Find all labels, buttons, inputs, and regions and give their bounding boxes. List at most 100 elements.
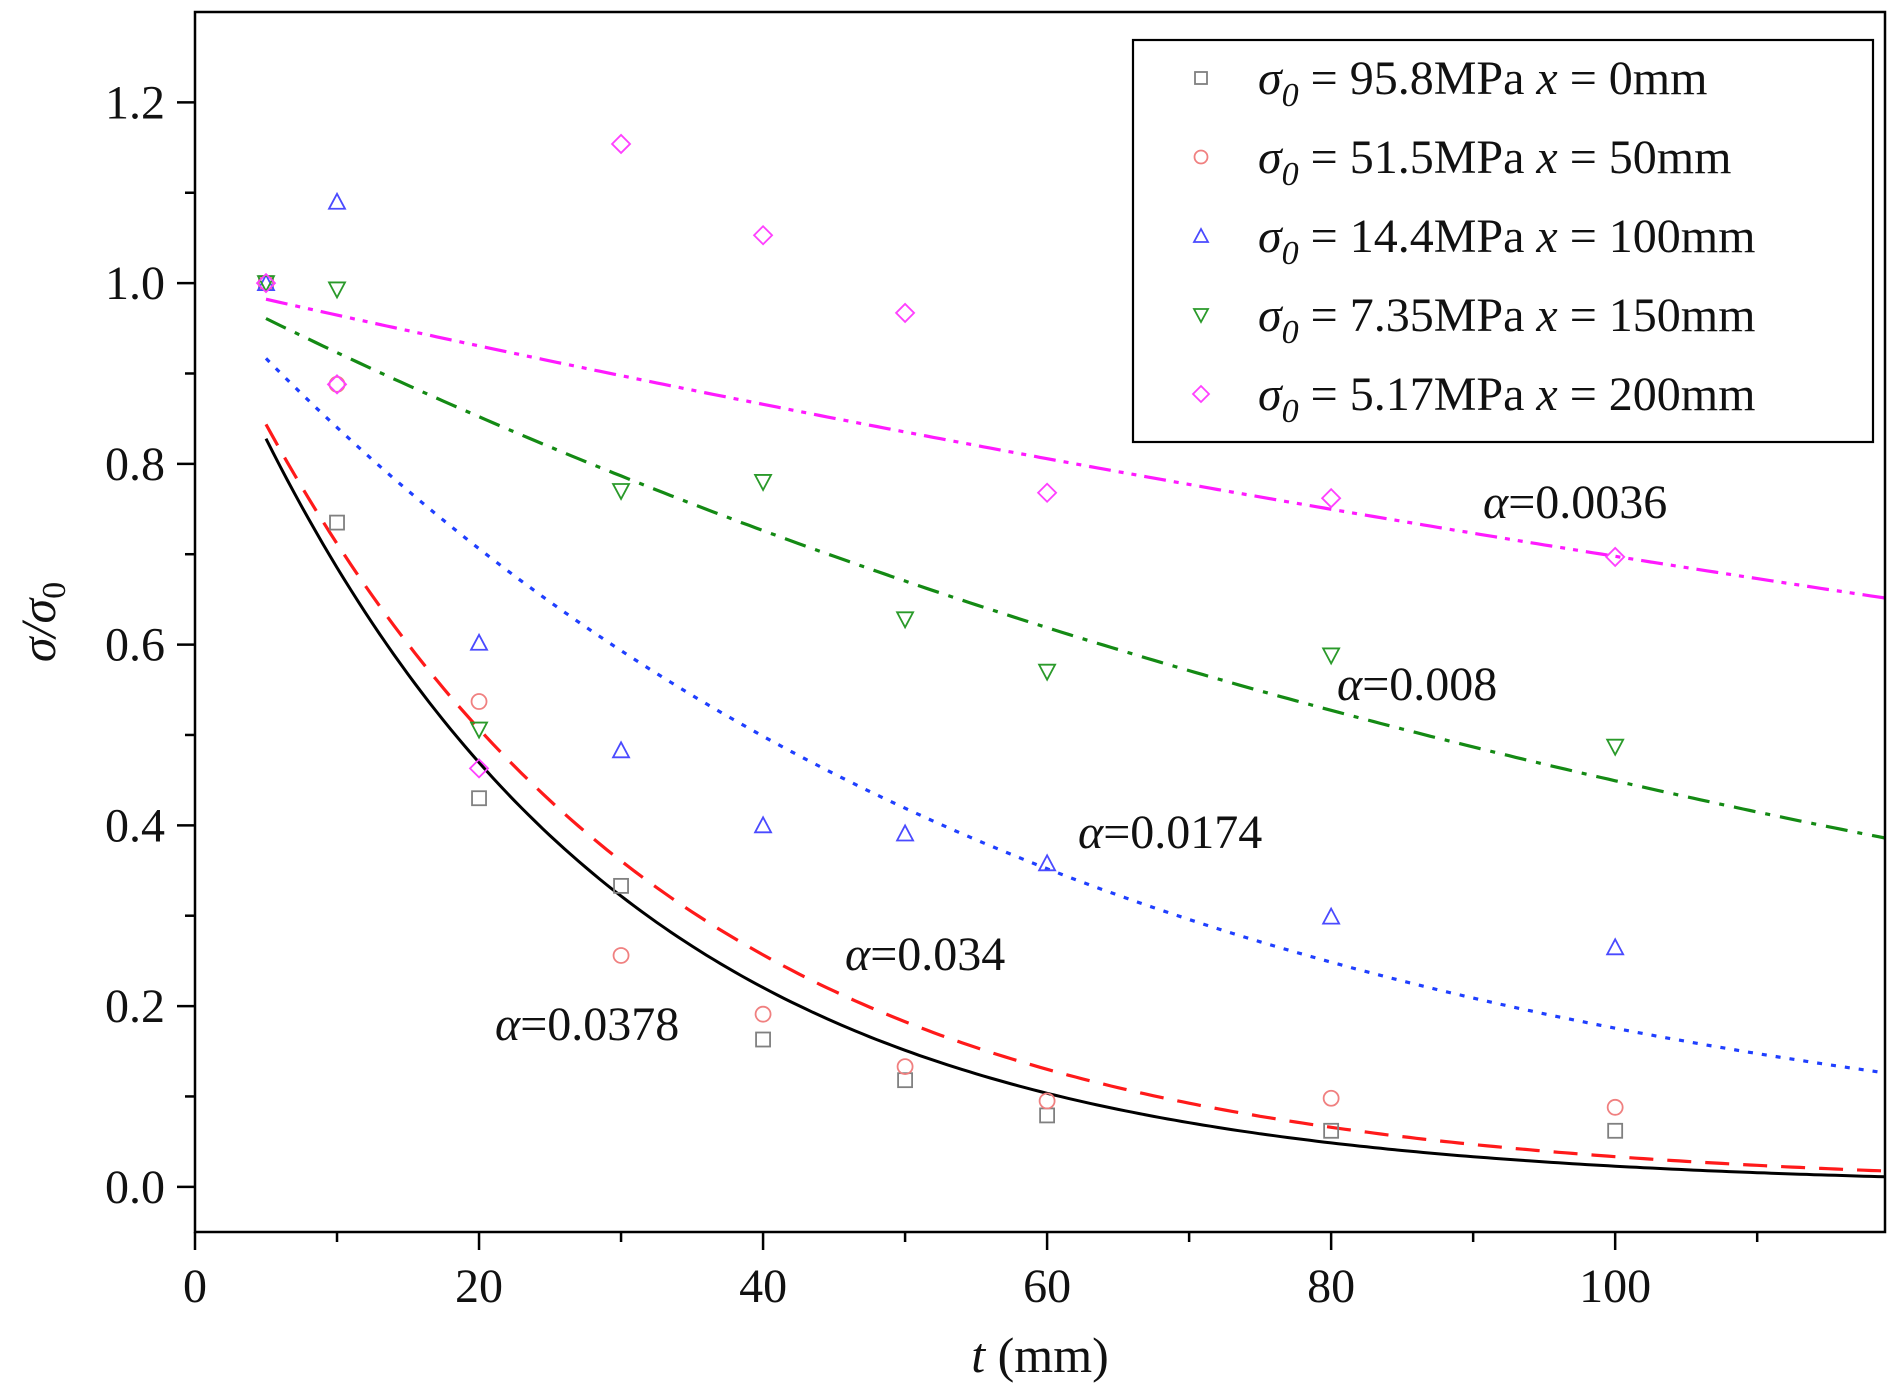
data-point	[471, 790, 487, 807]
data-point	[752, 224, 774, 246]
series-1	[257, 274, 1624, 1116]
data-point	[326, 374, 348, 395]
data-point	[611, 740, 631, 759]
data-point	[327, 281, 347, 300]
fit-curve-3	[265, 317, 1886, 840]
alpha-symbol: α	[495, 998, 521, 1051]
data-point	[469, 632, 489, 651]
data-point	[256, 275, 276, 294]
x-axis-title: t (mm)	[971, 1327, 1109, 1383]
y-tick-label: 0.2	[105, 980, 165, 1033]
x-tick-label: 0	[183, 1260, 207, 1313]
series-4	[255, 133, 1626, 779]
data-point	[328, 375, 346, 393]
legend-label: σ0 = 5.17MPa x = 200mm	[1258, 368, 1755, 430]
x-tick-label: 100	[1579, 1260, 1651, 1313]
data-point	[753, 815, 773, 834]
data-point	[469, 721, 489, 740]
x-axis-var: t	[971, 1327, 986, 1383]
axis-ticks: 0 20 40 60 80 100 0.0 0.2 0.4 0.6 0.8 1.0 1.2	[105, 76, 1759, 1313]
data-point	[327, 191, 347, 210]
y-tick-label: 0.6	[105, 619, 165, 672]
legend-entry: σ0 = 5.17MPa x = 200mm	[1191, 368, 1755, 430]
data-point	[1605, 937, 1625, 956]
legend-label: σ0 = 14.4MPa x = 100mm	[1258, 210, 1755, 272]
data-point	[610, 133, 632, 155]
x-tick-label: 20	[455, 1260, 503, 1313]
y-tick-label: 0.8	[105, 438, 165, 491]
fit-label-2: α=0.0174	[1078, 806, 1262, 859]
fit-label-0: α=0.0378	[495, 998, 679, 1051]
data-point	[611, 483, 631, 501]
data-point	[895, 823, 915, 842]
data-point	[1605, 738, 1625, 757]
alpha-value: =0.0378	[520, 998, 679, 1051]
plot-frame	[193, 10, 1887, 1234]
data-points	[255, 133, 1626, 1139]
data-point	[470, 693, 488, 710]
data-point	[1321, 647, 1341, 666]
data-point	[1038, 1092, 1056, 1110]
legend-entry: σ0 = 95.8MPa x = 0mm	[1194, 52, 1707, 114]
y-tick-label: 0.0	[105, 1161, 165, 1214]
data-point	[1320, 487, 1342, 509]
legend-marker	[1193, 149, 1209, 165]
legend-label: σ0 = 51.5MPa x = 50mm	[1258, 131, 1731, 193]
y-axis-title: σ/σ0	[10, 582, 73, 662]
legend-marker	[1192, 227, 1210, 243]
data-point	[897, 1072, 913, 1089]
data-point	[329, 514, 345, 531]
fit-curve-1	[264, 423, 1886, 1173]
legend-marker	[1192, 308, 1210, 324]
series-0	[258, 275, 1624, 1139]
data-point	[1322, 1089, 1340, 1107]
legend-label: σ0 = 95.8MPa x = 0mm	[1258, 52, 1707, 114]
x-tick-label: 60	[1023, 1260, 1071, 1313]
data-point	[894, 302, 916, 324]
legend: σ0 = 95.8MPa x = 0mm σ0 = 51.5MPa x = 50m…	[1131, 38, 1875, 444]
x-tick-label: 80	[1307, 1260, 1355, 1313]
legend-marker	[1191, 384, 1211, 404]
alpha-value: =0.034	[870, 928, 1005, 981]
y-tick-label: 1.0	[105, 257, 165, 310]
data-point	[754, 1005, 772, 1023]
data-point	[468, 758, 490, 779]
data-point	[1606, 1098, 1624, 1116]
data-point	[895, 611, 915, 630]
data-point	[896, 1058, 914, 1076]
legend-marker	[1194, 71, 1208, 85]
x-tick-label: 40	[739, 1260, 787, 1313]
alpha-symbol: α	[845, 928, 871, 981]
data-point	[1037, 853, 1057, 872]
alpha-value: =0.0036	[1508, 476, 1667, 529]
x-axis-unit: (mm)	[985, 1327, 1109, 1383]
legend-entry: σ0 = 51.5MPa x = 50mm	[1193, 131, 1731, 193]
y-tick-label: 0.4	[105, 799, 165, 852]
fit-label-3: α=0.008	[1337, 658, 1497, 711]
legend-entry: σ0 = 7.35MPa x = 150mm	[1192, 289, 1755, 351]
alpha-symbol: α	[1337, 658, 1363, 711]
fit-curve-2	[264, 357, 1886, 1075]
data-point	[255, 272, 277, 294]
fit-curve-0	[264, 438, 1886, 1179]
data-point	[1037, 663, 1057, 682]
alpha-symbol: α	[1483, 476, 1509, 529]
data-point	[613, 877, 629, 894]
data-point	[1607, 1122, 1624, 1139]
fit-curves	[264, 297, 1886, 1179]
legend-entry: σ0 = 14.4MPa x = 100mm	[1192, 210, 1755, 272]
legend-label: σ0 = 7.35MPa x = 150mm	[1258, 289, 1755, 351]
data-point	[1321, 906, 1341, 925]
data-point	[753, 474, 773, 492]
data-point	[1039, 1107, 1056, 1124]
alpha-value: =0.0174	[1103, 806, 1262, 859]
y-tick-label: 1.2	[105, 76, 165, 129]
alpha-value: =0.008	[1362, 658, 1497, 711]
series-3	[256, 275, 1625, 757]
data-point	[755, 1031, 771, 1048]
fit-label-1: α=0.034	[845, 928, 1005, 981]
alpha-symbol: α	[1078, 806, 1104, 859]
data-point	[1323, 1122, 1340, 1139]
data-point	[1604, 546, 1626, 568]
